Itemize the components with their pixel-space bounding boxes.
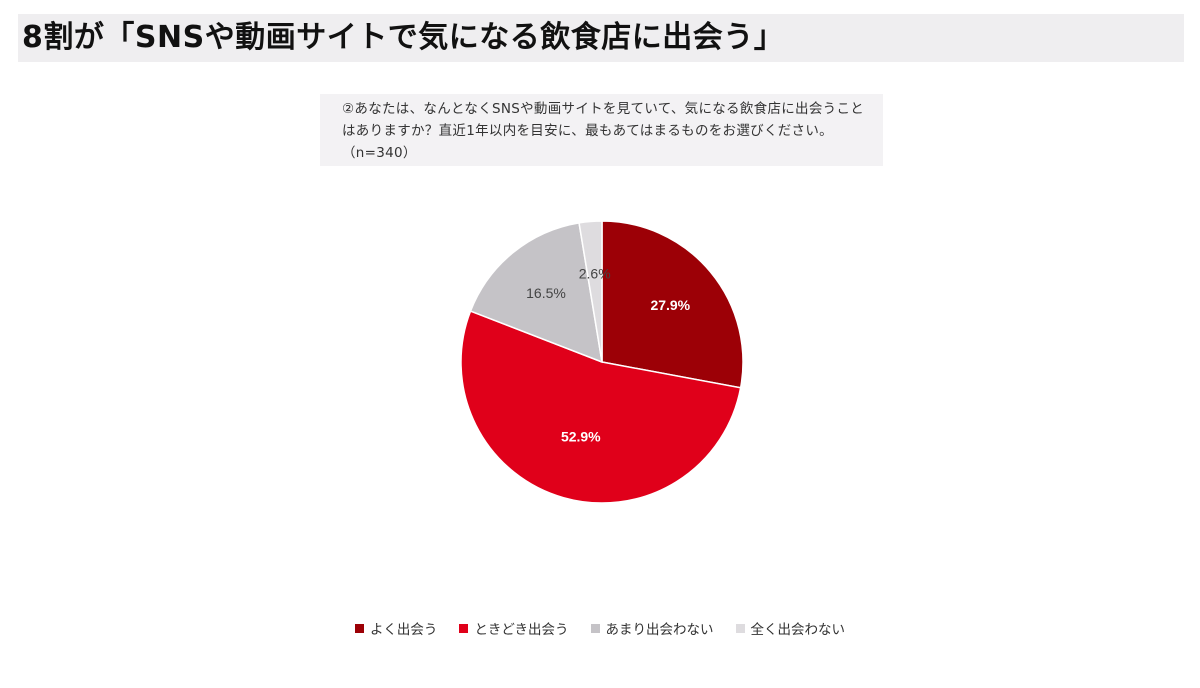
slice-value-label: 2.6%	[579, 266, 611, 282]
question-text: ②あなたは、なんとなくSNSや動画サイトを見ていて、気になる飲食店に出会うことは…	[342, 101, 865, 161]
legend-item: あまり出会わない	[590, 618, 714, 638]
pie-slice	[460, 310, 742, 504]
question-box: ②あなたは、なんとなくSNSや動画サイトを見ていて、気になる飲食店に出会うことは…	[320, 94, 883, 166]
legend-item: ときどき出会う	[459, 618, 569, 638]
legend-label: よく出会う	[369, 622, 438, 638]
legend-label: ときどき出会う	[474, 622, 569, 638]
page-title: 8割が「SNSや動画サイトで気になる飲食店に出会う」	[22, 20, 785, 55]
legend-swatch	[590, 623, 600, 633]
legend: よく出会う ときどき出会う あまり出会わない 全く出会わない	[0, 618, 1200, 638]
pie-slice	[601, 220, 744, 389]
legend-swatch	[735, 623, 745, 633]
slice-value-label: 16.5%	[526, 285, 566, 301]
legend-swatch	[459, 623, 469, 633]
legend-label: 全く出会わない	[750, 622, 846, 638]
slice-value-label: 52.9%	[561, 429, 601, 445]
slice-value-label: 27.9%	[650, 297, 690, 313]
legend-item: 全く出会わない	[735, 618, 846, 638]
title-bar: 8割が「SNSや動画サイトで気になる飲食店に出会う」	[18, 14, 1184, 62]
legend-label: あまり出会わない	[605, 622, 714, 638]
pie-slice	[578, 220, 603, 363]
legend-item: よく出会う	[354, 618, 438, 638]
pie-slice	[469, 222, 603, 364]
legend-swatch	[354, 623, 364, 633]
